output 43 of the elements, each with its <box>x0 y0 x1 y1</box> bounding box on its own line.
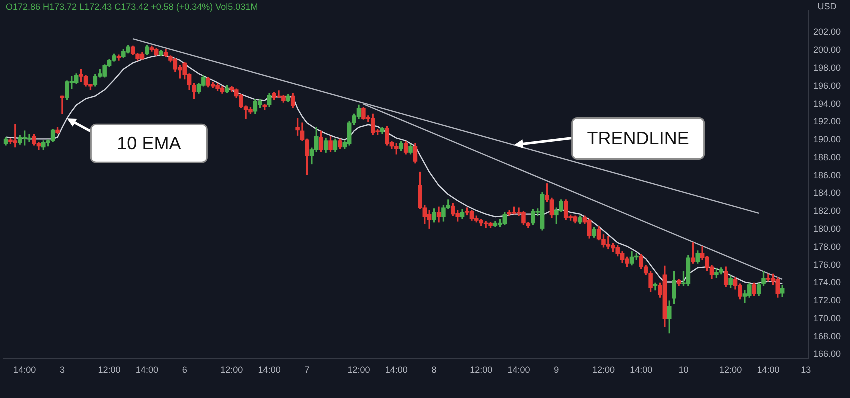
chart-subtitle: O172.86 H173.72 L172.43 C173.42 +0.58 (+0.34%) Vol5.031M <box>6 2 258 12</box>
x-tick-label: 12:00 <box>98 365 121 376</box>
y-tick-label: 172.00 <box>813 296 842 306</box>
x-tick-label: 10 <box>678 365 689 376</box>
x-tick-label: 8 <box>432 365 437 376</box>
x-tick-label: 14:00 <box>508 365 530 376</box>
x-tick-label: 14:00 <box>630 365 653 376</box>
y-tick-label: 170.00 <box>813 313 842 324</box>
text: 10 EMA <box>117 134 182 154</box>
x-tick-label: 12:00 <box>470 365 493 376</box>
x-tick-label: 14:00 <box>136 365 158 376</box>
y-tick-label: 196.00 <box>813 80 842 91</box>
x-tick-label: 7 <box>304 365 310 376</box>
x-tick-label: 3 <box>60 365 65 376</box>
y-tick-label: 168.00 <box>813 331 842 342</box>
x-tick-label: 14:00 <box>14 365 36 376</box>
x-tick-label: 13 <box>801 365 812 376</box>
y-tick-label: 200.00 <box>813 45 842 56</box>
x-tick-label: 6 <box>182 365 188 376</box>
y-tick-label: 188.00 <box>813 152 842 162</box>
y-tick-label: 180.00 <box>813 224 842 234</box>
y-tick-label: 176.00 <box>813 260 842 270</box>
x-tick-label: 12:00 <box>720 365 742 376</box>
x-tick-label: 14:00 <box>258 365 281 376</box>
y-tick-label: 190.00 <box>813 134 842 145</box>
y-tick-label: 184.00 <box>813 188 842 198</box>
y-tick-label: 174.00 <box>813 278 842 288</box>
x-tick-label: 9 <box>554 365 560 376</box>
y-tick-label: 186.00 <box>813 170 842 180</box>
series-label: TRENDLINE <box>587 128 690 149</box>
x-tick-label: 14:00 <box>757 365 780 376</box>
y-tick-label: 182.00 <box>813 206 842 216</box>
y-tick-label: 202.00 <box>813 27 842 38</box>
y-tick-label: 198.00 <box>813 63 842 74</box>
y-tick-label: 178.00 <box>813 242 842 252</box>
x-tick-label: 14:00 <box>385 365 408 376</box>
x-tick-label: 12:00 <box>592 365 615 376</box>
x-tick-label: 12:00 <box>348 365 370 376</box>
y-axis-title: USD <box>818 1 838 12</box>
y-tick-label: 194.00 <box>813 98 842 109</box>
y-tick-label: 166.00 <box>813 349 842 360</box>
y-tick-label: 192.00 <box>813 116 842 127</box>
x-tick-label: 12:00 <box>220 365 244 376</box>
